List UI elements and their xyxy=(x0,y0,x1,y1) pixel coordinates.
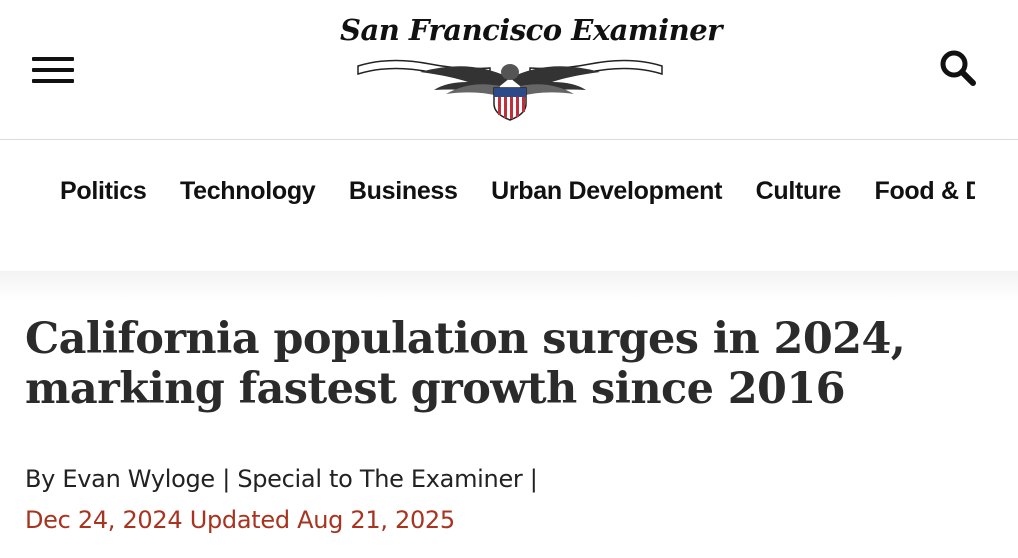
nav-item-politics[interactable]: Politics xyxy=(60,177,147,205)
section-nav: Politics Technology Business Urban Devel… xyxy=(0,141,1018,271)
search-icon xyxy=(940,50,976,86)
nav-item-urban-development[interactable]: Urban Development xyxy=(491,177,723,205)
hamburger-menu-icon xyxy=(32,57,74,61)
nav-list: Politics Technology Business Urban Devel… xyxy=(60,177,975,206)
site-header: San Francisco Examiner xyxy=(0,0,1018,140)
publish-date: Dec 24, 2024 xyxy=(25,506,183,534)
eagle-emblem-icon xyxy=(357,59,663,121)
search-button[interactable] xyxy=(938,48,978,88)
hamburger-line xyxy=(32,68,74,72)
updated-date: Updated Aug 21, 2025 xyxy=(189,506,455,534)
article-byline: By Evan Wyloge | Special to The Examiner… xyxy=(25,465,538,493)
nav-shadow xyxy=(0,271,1018,301)
hamburger-line xyxy=(32,79,74,83)
nav-item-culture[interactable]: Culture xyxy=(755,177,842,205)
nav-item-business[interactable]: Business xyxy=(348,177,458,205)
site-logo[interactable]: San Francisco Examiner xyxy=(340,10,722,130)
article-dateline: Dec 24, 2024 Updated Aug 21, 2025 xyxy=(25,506,455,534)
logo-text: San Francisco Examiner xyxy=(340,13,722,47)
nav-item-food-drink[interactable]: Food & Drink xyxy=(874,177,975,205)
menu-button[interactable] xyxy=(32,55,76,87)
nav-item-technology[interactable]: Technology xyxy=(179,177,316,205)
article-headline: California population surges in 2024, ma… xyxy=(25,314,906,414)
